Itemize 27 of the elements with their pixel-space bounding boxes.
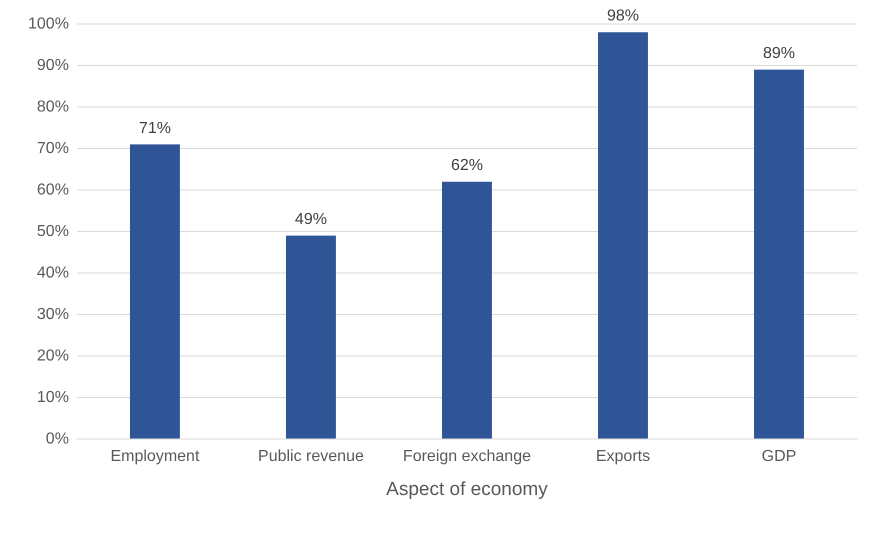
y-tick-label: 70% <box>36 140 69 157</box>
data-label: 89% <box>762 45 796 62</box>
x-tick-label: Foreign exchange <box>402 448 532 466</box>
y-tick-label: 40% <box>36 264 69 282</box>
x-tick-label: Public revenue <box>258 448 364 466</box>
x-tick-label: GDP <box>762 448 796 466</box>
y-tick-label: 90% <box>36 56 69 74</box>
y-tick-label: 30% <box>36 306 69 323</box>
x-tick-label: Employment <box>110 448 200 466</box>
bar <box>598 32 648 438</box>
data-label: 49% <box>294 211 327 228</box>
bar <box>442 182 492 438</box>
y-tick-label: 100% <box>28 15 69 32</box>
bar <box>286 236 336 438</box>
y-tick-label: 80% <box>36 98 69 116</box>
bar <box>130 144 180 438</box>
y-tick-label: 0% <box>46 430 69 448</box>
y-tick-label: 20% <box>36 347 69 364</box>
y-tick-label: 50% <box>36 222 69 240</box>
x-tick-label: Exports <box>596 448 650 466</box>
data-label: 71% <box>138 120 171 137</box>
y-tick-label: 10% <box>36 388 69 406</box>
data-label: 98% <box>606 8 639 25</box>
bar <box>754 70 804 438</box>
data-label: 62% <box>450 157 483 174</box>
x-axis-title: Aspect of economy <box>386 478 548 500</box>
y-tick-label: 60% <box>36 181 69 198</box>
